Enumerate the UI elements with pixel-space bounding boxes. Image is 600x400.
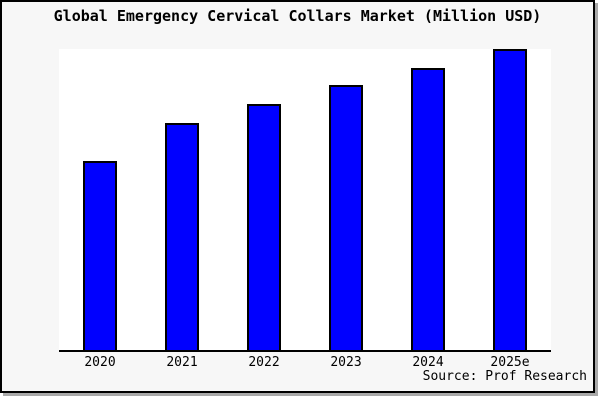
x-tick-label-2024: 2024 (412, 355, 444, 370)
chart-title: Global Emergency Cervical Collars Market… (53, 7, 542, 25)
bar-2024 (411, 68, 445, 350)
x-tick-label-2023: 2023 (330, 355, 362, 370)
x-tick-label-2021: 2021 (166, 355, 198, 370)
bar-2025e (493, 49, 527, 350)
bar-2023 (329, 85, 363, 350)
bar-2022 (247, 104, 281, 350)
x-tick-label-2020: 2020 (84, 355, 116, 370)
source-label: Source: Prof Research (422, 369, 587, 384)
x-tick-label-2025e: 2025e (490, 355, 530, 370)
x-axis-labels: 2020 2021 2022 2023 2024 2025e (59, 355, 551, 371)
bar-2021 (165, 123, 199, 350)
x-tick-label-2022: 2022 (248, 355, 280, 370)
bar-2020 (83, 161, 117, 350)
plot-area (59, 49, 551, 352)
